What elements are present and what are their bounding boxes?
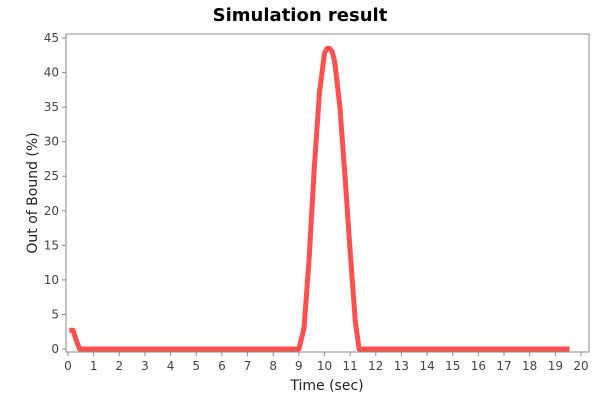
chart-title: Simulation result (213, 5, 388, 26)
x-axis-label: Time (sec) (289, 378, 363, 394)
x-tick-label: 16 (471, 359, 486, 373)
x-tick-label: 12 (368, 359, 383, 373)
y-tick-label: 0 (51, 342, 59, 356)
x-tick-label: 6 (218, 359, 226, 373)
y-tick-label: 5 (51, 307, 59, 321)
plot-area (65, 33, 590, 353)
x-tick-label: 19 (548, 359, 563, 373)
x-tick-label: 5 (192, 359, 200, 373)
y-tick-label: 30 (44, 135, 59, 149)
y-axis: 0 5 10 15 20 25 30 35 40 45 (44, 31, 66, 356)
x-tick-label: 13 (394, 359, 409, 373)
series-layer (69, 45, 570, 352)
y-tick-label: 20 (44, 204, 59, 218)
x-tick-label: 0 (64, 359, 72, 373)
y-tick-label: 35 (44, 100, 59, 114)
y-tick-label: 40 (44, 66, 59, 80)
x-tick-label: 20 (573, 359, 588, 373)
x-tick-label: 2 (115, 359, 123, 373)
series-line (69, 45, 570, 352)
y-tick-label: 25 (44, 169, 59, 183)
x-tick-label: 17 (496, 359, 511, 373)
x-tick-label: 18 (522, 359, 537, 373)
y-tick-label: 15 (44, 238, 59, 252)
y-axis-label: Out of Bound (%) (25, 132, 41, 253)
x-tick-label: 1 (90, 359, 98, 373)
x-tick-label: 9 (295, 359, 303, 373)
x-tick-label: 15 (445, 359, 460, 373)
x-tick-label: 8 (269, 359, 277, 373)
x-tick-label: 14 (419, 359, 434, 373)
x-axis: 0 1 2 3 4 5 6 7 8 9 10 11 12 13 14 15 16 17 18 19 20 (64, 352, 589, 373)
x-tick-label: 3 (141, 359, 149, 373)
y-tick-label: 45 (44, 31, 59, 45)
x-tick-label: 4 (167, 359, 175, 373)
x-tick-label: 10 (317, 359, 332, 373)
x-tick-label: 7 (244, 359, 252, 373)
x-tick-label: 11 (343, 359, 358, 373)
y-tick-label: 10 (44, 273, 59, 287)
